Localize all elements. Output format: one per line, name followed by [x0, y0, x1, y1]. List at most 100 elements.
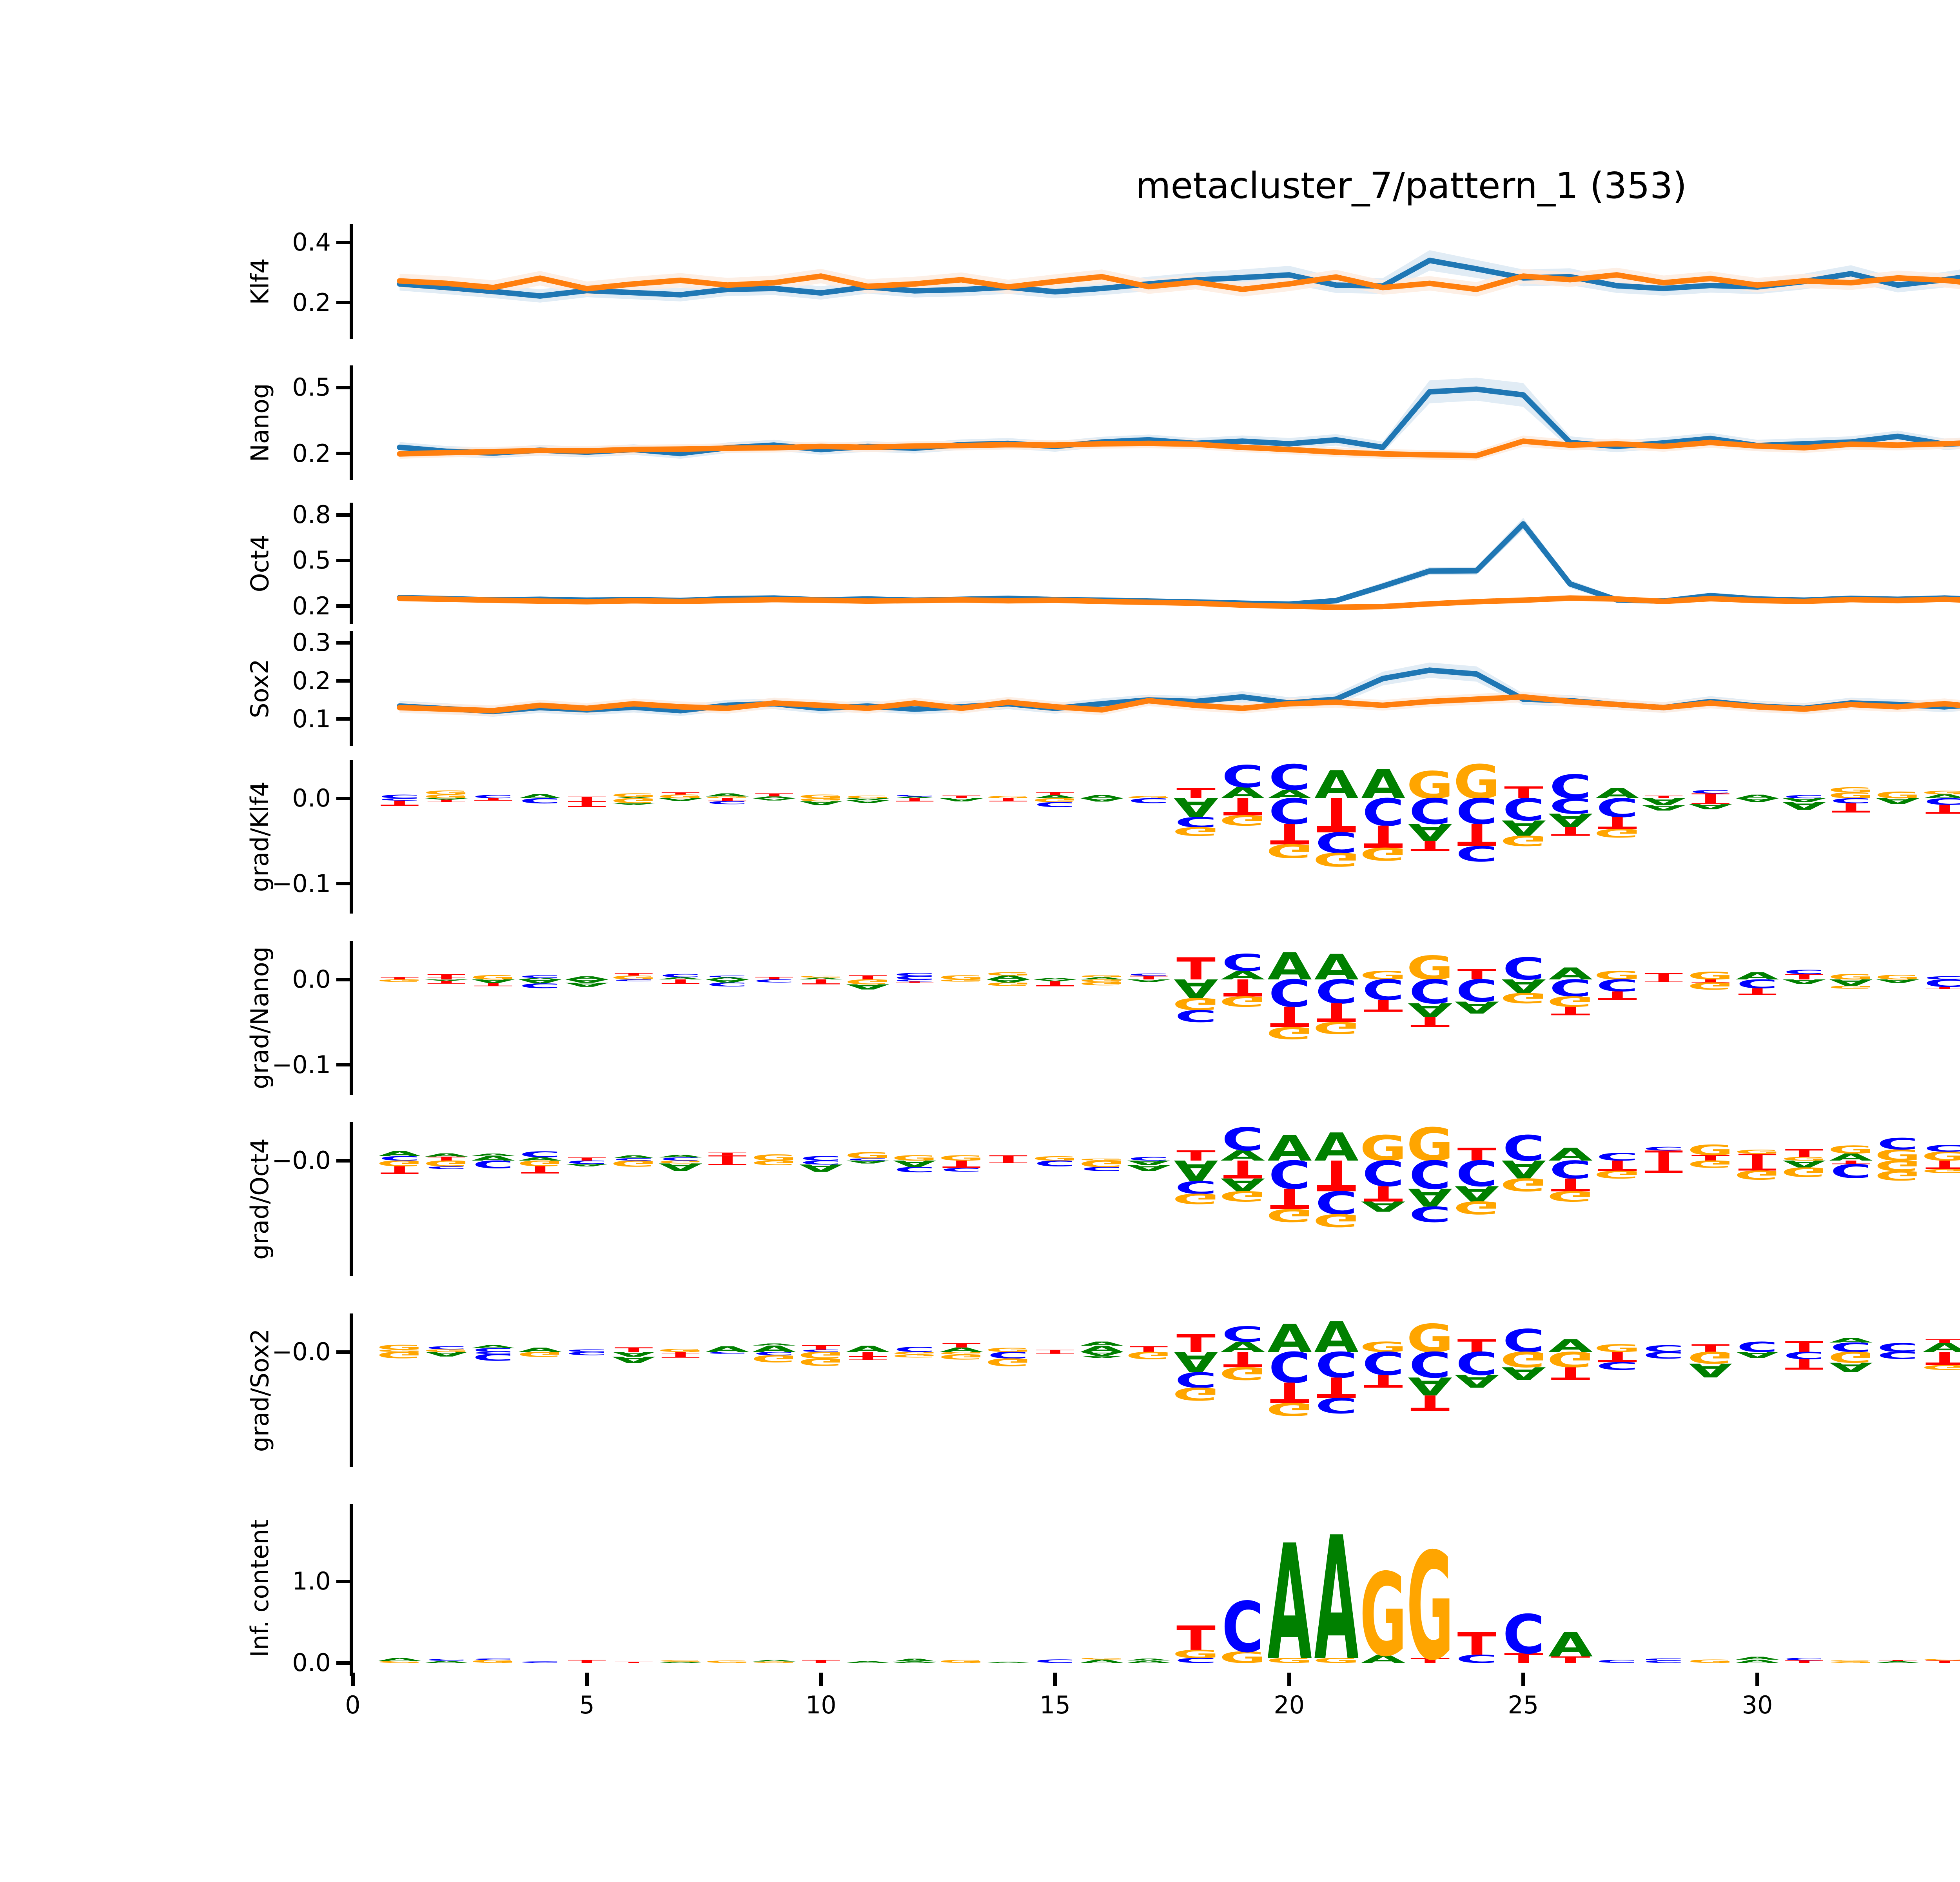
svg-text:C: C: [1269, 1342, 1311, 1391]
svg-text:C: C: [1128, 973, 1169, 977]
svg-text:C: C: [1503, 1128, 1545, 1169]
svg-text:A: A: [1221, 1339, 1265, 1355]
svg-text:A: A: [1408, 1372, 1452, 1400]
svg-text:A: A: [1267, 1511, 1312, 1696]
svg-text:G: G: [1079, 981, 1125, 986]
svg-text:A: A: [1408, 1183, 1452, 1212]
svg-text:T: T: [1551, 1655, 1590, 1665]
svg-text:C: C: [800, 1159, 842, 1166]
svg-text:C: C: [1316, 1184, 1358, 1221]
svg-text:C: C: [1222, 949, 1264, 976]
svg-text:A: A: [1080, 1355, 1124, 1359]
svg-text:G: G: [1079, 979, 1125, 983]
svg-text:T: T: [802, 1344, 840, 1351]
svg-text:A: A: [1314, 1313, 1359, 1362]
svg-text:A: A: [987, 975, 1030, 981]
svg-text:G: G: [1922, 790, 1960, 795]
svg-text:A: A: [1736, 1659, 1779, 1664]
svg-text:G: G: [845, 978, 891, 986]
svg-text:A: A: [565, 976, 609, 980]
svg-text:C: C: [1643, 1350, 1684, 1360]
svg-text:C: C: [1409, 972, 1451, 1010]
svg-text:C: C: [473, 1158, 514, 1170]
svg-text:T: T: [942, 1158, 981, 1170]
svg-text:A: A: [1876, 1661, 1920, 1664]
svg-text:G: G: [377, 979, 423, 983]
svg-text:A: A: [1174, 792, 1218, 822]
svg-text:T: T: [1926, 1660, 1960, 1664]
svg-text:G: G: [1219, 1188, 1266, 1204]
svg-text:T: T: [1317, 787, 1356, 841]
svg-text:A: A: [518, 1346, 562, 1353]
svg-text:G: G: [1360, 1339, 1407, 1355]
y-tick-label: 0.0: [292, 784, 331, 812]
y-tick-label: 0.5: [292, 373, 331, 402]
svg-text:G: G: [891, 1353, 938, 1358]
panel-inf--content: 1.0 0.0 Inf. content G A A C G C C T T A G G G A T A A A G A C A…: [245, 1501, 1960, 1699]
svg-text:T: T: [427, 1155, 466, 1162]
svg-text:T: T: [1410, 1657, 1450, 1664]
svg-text:G: G: [423, 794, 470, 799]
svg-text:C: C: [613, 979, 654, 982]
svg-text:T: T: [615, 1346, 653, 1353]
y-tick-label: −0.0: [272, 1146, 331, 1175]
svg-text:C: C: [1362, 1344, 1405, 1381]
svg-text:C: C: [1222, 759, 1264, 795]
svg-text:C: C: [1222, 1121, 1264, 1158]
svg-text:T: T: [427, 977, 466, 980]
svg-text:G: G: [1079, 1657, 1125, 1660]
svg-text:G: G: [1875, 1157, 1921, 1174]
svg-text:C: C: [1222, 1322, 1264, 1347]
y-axis-title: grad/Nanog: [245, 946, 274, 1090]
svg-text:A: A: [1080, 1351, 1123, 1357]
panel-oct4: 0.8 0.5 0.2 Oct4: [245, 503, 1960, 624]
svg-text:G: G: [611, 975, 657, 981]
y-tick: [336, 641, 350, 645]
svg-text:A: A: [1548, 809, 1593, 831]
svg-text:A: A: [752, 1659, 796, 1662]
svg-text:G: G: [1688, 970, 1734, 982]
svg-text:G: G: [798, 1350, 844, 1360]
svg-text:A: A: [1455, 1181, 1499, 1205]
svg-text:T: T: [615, 972, 653, 976]
svg-text:G: G: [1828, 1661, 1874, 1663]
svg-text:C: C: [1550, 1155, 1592, 1183]
svg-text:T: T: [895, 981, 934, 983]
svg-text:C: C: [1690, 789, 1731, 794]
svg-text:G: G: [657, 1348, 704, 1353]
plot-canvas: [397, 250, 1960, 303]
svg-text:A: A: [1127, 1660, 1171, 1664]
svg-text:A: A: [1923, 1341, 1960, 1355]
svg-text:T: T: [1410, 1390, 1450, 1415]
svg-text:G: G: [1172, 1190, 1220, 1207]
svg-text:T: T: [708, 1152, 747, 1156]
profile-line-orange: [397, 595, 1960, 610]
svg-text:A: A: [1127, 1163, 1171, 1172]
svg-text:A: A: [1080, 797, 1123, 802]
svg-text:G: G: [1266, 1399, 1313, 1419]
svg-text:A: A: [1876, 978, 1920, 984]
svg-text:C: C: [1175, 1006, 1217, 1025]
plot-canvas: [397, 662, 1960, 717]
svg-text:G: G: [1406, 1522, 1454, 1693]
svg-text:C: C: [1034, 1159, 1076, 1168]
y-tick: [336, 604, 350, 608]
svg-text:T: T: [615, 1662, 653, 1663]
svg-text:G: G: [1360, 968, 1407, 982]
svg-text:G: G: [1828, 786, 1874, 794]
svg-text:G: G: [1406, 949, 1454, 987]
y-tick-label: −0.1: [272, 1050, 331, 1079]
svg-text:A: A: [1314, 1501, 1359, 1699]
svg-text:A: A: [1501, 1363, 1546, 1383]
svg-text:T: T: [1785, 1356, 1824, 1373]
svg-text:C: C: [1830, 1160, 1871, 1182]
svg-text:C: C: [1924, 976, 1960, 981]
svg-text:G: G: [1547, 993, 1594, 1010]
svg-text:A: A: [1033, 794, 1077, 799]
svg-text:G: G: [1828, 985, 1874, 989]
svg-text:G: G: [751, 1153, 797, 1163]
svg-text:T: T: [1832, 1159, 1870, 1165]
svg-text:T: T: [381, 1164, 419, 1176]
svg-text:T: T: [1691, 1342, 1730, 1354]
